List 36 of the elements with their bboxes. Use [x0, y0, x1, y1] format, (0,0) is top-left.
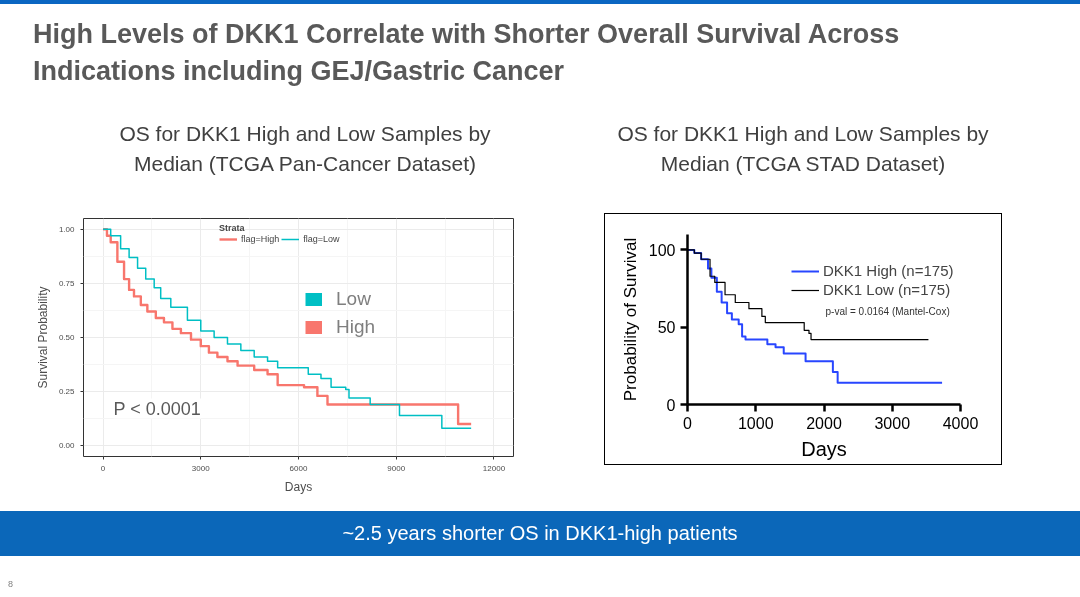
legend-label: DKK1 Low (n=175) [823, 281, 951, 298]
y-tick-label: 0 [666, 396, 676, 414]
chart-title: OS for DKK1 High and Low Samples by Median (TCGA STAD Dataset) [616, 121, 990, 177]
x-tick-label: 12000 [482, 463, 506, 473]
x-tick-label: 9000 [387, 463, 406, 473]
x-tick-label: 0 [100, 463, 106, 473]
y-tick-label: 100 [648, 241, 676, 259]
x-tick-label: 3000 [874, 414, 911, 432]
x-tick-label: 3000 [191, 463, 211, 473]
annotation: Low [336, 288, 371, 310]
annotation: p-val = 0.0164 (Mantel-Cox) [825, 305, 950, 317]
legend-label: flag=Low [303, 234, 340, 244]
text: ~2.5 years shorter OS in DKK1-high patients [0, 511, 1080, 556]
text: 8 [7, 578, 14, 591]
x-tick-label: 2000 [806, 414, 842, 432]
y-tick-label: 0.50 [58, 333, 76, 342]
y-tick-label: 0.25 [58, 387, 76, 397]
y-axis-title: Survival Probability [35, 286, 50, 389]
x-tick-label: 4000 [942, 414, 979, 432]
legend-label: flag=High [241, 234, 280, 244]
chart-title: OS for DKK1 High and Low Samples by Median (TCGA Pan-Cancer Dataset) [118, 121, 492, 177]
y-axis-title: Probability of Survival [620, 237, 640, 402]
y-tick-label: 50 [657, 319, 676, 337]
x-axis-title: Days [284, 479, 313, 494]
text: High Levels of DKK1 Correlate with Shorter Overall Survival Across Indications including GEJ/Gastric Cancer [32, 18, 901, 88]
y-tick-label: 0.75 [58, 278, 76, 288]
y-tick-label: 1.00 [58, 224, 76, 234]
y-tick-label: 0.00 [58, 441, 76, 451]
legend-title: Strata [219, 223, 246, 233]
legend-label: DKK1 High (n=175) [823, 262, 954, 279]
x-axis-title: Days [801, 437, 847, 460]
x-tick-label: 1000 [737, 414, 774, 432]
x-tick-label: 6000 [289, 463, 308, 473]
annotation: High [336, 316, 376, 338]
annotation: P < 0.0001 [113, 398, 201, 419]
x-tick-label: 0 [683, 414, 693, 432]
